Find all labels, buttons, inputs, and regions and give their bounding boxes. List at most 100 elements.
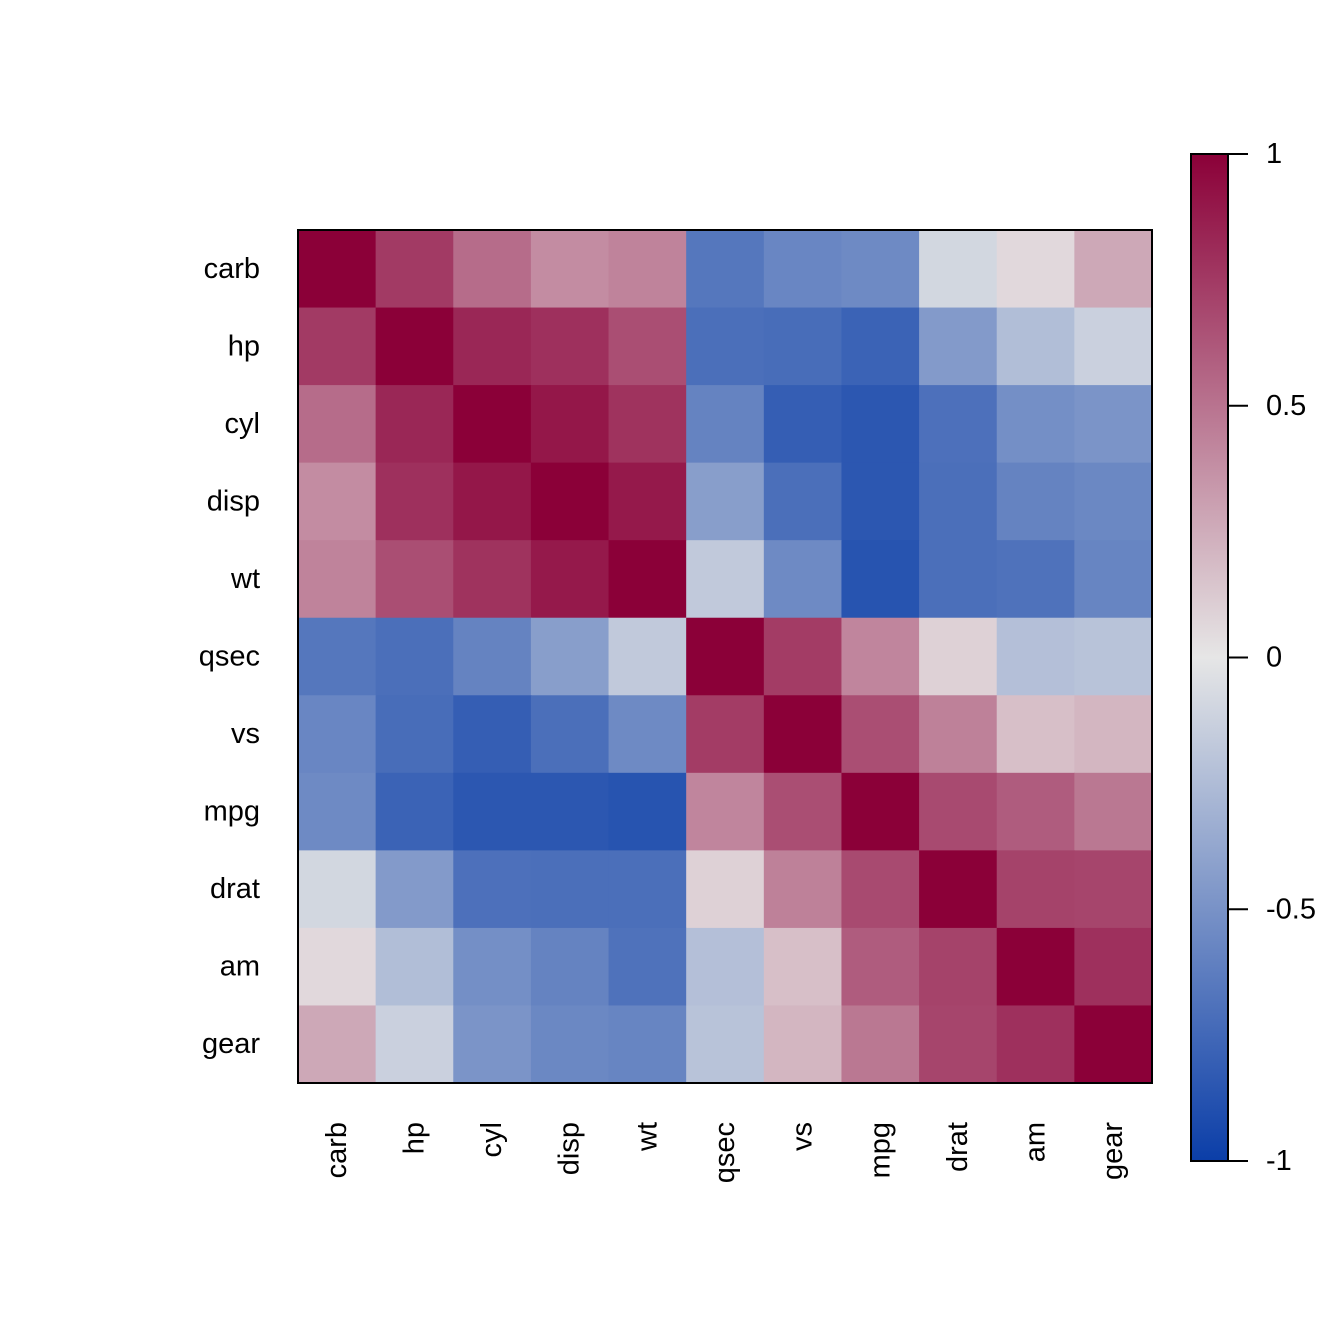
colorbar-tick-label: 0.5 — [1266, 390, 1306, 422]
x-tick-label-hp: hp — [398, 1122, 430, 1154]
heatmap-cell-vs-qsec — [686, 695, 765, 774]
heatmap-cell-drat-drat — [919, 850, 998, 929]
heatmap-cell-drat-mpg — [841, 850, 920, 929]
heatmap-cell-vs-wt — [608, 695, 687, 774]
heatmap-cell-cyl-cyl — [453, 385, 532, 464]
heatmap-cell-vs-hp — [375, 695, 454, 774]
heatmap-cell-vs-carb — [298, 695, 377, 774]
heatmap-cell-carb-hp — [375, 230, 454, 309]
colorbar: 1 0.5 0 -0.5 -1 — [1190, 138, 1316, 1177]
colorbar-tick-label: -0.5 — [1266, 893, 1316, 925]
heatmap-cell-qsec-am — [996, 617, 1075, 696]
x-tick-labels: carb hp cyl disp wt qsec vs mpg drat am gear — [321, 1122, 1129, 1184]
heatmap-cell-qsec-disp — [530, 617, 610, 696]
heatmap-cell-hp-cyl — [453, 307, 532, 386]
heatmap-cells — [298, 230, 1153, 1084]
heatmap-cell-vs-drat — [919, 695, 998, 774]
heatmap-cell-mpg-vs — [763, 772, 843, 851]
heatmap-cell-wt-cyl — [453, 540, 532, 619]
x-tick-label-vs: vs — [787, 1122, 819, 1151]
heatmap-cell-carb-qsec — [686, 230, 765, 309]
heatmap-cell-am-carb — [298, 927, 377, 1007]
y-tick-label-hp: hp — [228, 330, 260, 362]
heatmap-cell-mpg-gear — [1074, 772, 1153, 851]
heatmap-cell-disp-carb — [298, 462, 377, 541]
heatmap-cell-hp-carb — [298, 307, 377, 386]
x-tick-label-qsec: qsec — [709, 1122, 741, 1183]
y-tick-label-vs: vs — [231, 718, 260, 750]
heatmap-cell-am-gear — [1074, 927, 1153, 1007]
heatmap-cell-wt-drat — [919, 540, 998, 619]
heatmap-frame — [297, 229, 1153, 1084]
heatmap-cell-drat-carb — [298, 850, 377, 929]
heatmap-cell-disp-gear — [1074, 462, 1153, 541]
y-tick-label-mpg: mpg — [204, 796, 260, 828]
heatmap-cell-am-cyl — [453, 927, 532, 1007]
heatmap-cell-cyl-carb — [298, 385, 377, 464]
heatmap-cell-hp-gear — [1074, 307, 1153, 386]
heatmap-cell-hp-drat — [919, 307, 998, 386]
colorbar-tick-label: 1 — [1266, 138, 1282, 170]
x-tick-label-wt: wt — [631, 1122, 663, 1152]
heatmap-cell-wt-disp — [530, 540, 610, 619]
heatmap-cell-gear-hp — [375, 1005, 454, 1084]
heatmap-cell-am-am — [996, 927, 1075, 1007]
heatmap-cell-gear-disp — [530, 1005, 610, 1084]
heatmap-cell-drat-qsec — [686, 850, 765, 929]
heatmap-cell-am-qsec — [686, 927, 765, 1007]
heatmap-cell-wt-qsec — [686, 540, 765, 619]
heatmap-cell-am-drat — [919, 927, 998, 1007]
heatmap-cell-qsec-vs — [763, 617, 843, 696]
heatmap-cell-gear-gear — [1074, 1005, 1153, 1084]
y-tick-label-am: am — [220, 951, 260, 983]
heatmap-cell-cyl-disp — [530, 385, 610, 464]
heatmap-cell-hp-am — [996, 307, 1075, 386]
heatmap-cell-carb-wt — [608, 230, 687, 309]
heatmap-cell-qsec-gear — [1074, 617, 1153, 696]
y-tick-label-cyl: cyl — [225, 408, 260, 440]
colorbar-ticks: 1 0.5 0 -0.5 -1 — [1228, 138, 1316, 1177]
heatmap-cell-vs-disp — [530, 695, 610, 774]
heatmap-cell-mpg-disp — [530, 772, 610, 851]
heatmap-cell-carb-mpg — [841, 230, 920, 309]
x-tick-label-gear: gear — [1097, 1122, 1129, 1180]
heatmap-cell-vs-gear — [1074, 695, 1153, 774]
y-tick-label-qsec: qsec — [199, 641, 260, 673]
heatmap-cell-mpg-mpg — [841, 772, 920, 851]
heatmap-cell-cyl-am — [996, 385, 1075, 464]
heatmap-cell-wt-carb — [298, 540, 377, 619]
y-tick-label-gear: gear — [202, 1028, 260, 1060]
heatmap-cell-wt-mpg — [841, 540, 920, 619]
heatmap-cell-hp-wt — [608, 307, 687, 386]
heatmap-cell-wt-wt — [608, 540, 687, 619]
heatmap-cell-drat-cyl — [453, 850, 532, 929]
x-tick-label-cyl: cyl — [476, 1122, 508, 1157]
heatmap-cell-drat-gear — [1074, 850, 1153, 929]
heatmap-cell-gear-cyl — [453, 1005, 532, 1084]
heatmap-cell-disp-drat — [919, 462, 998, 541]
heatmap-cell-vs-am — [996, 695, 1075, 774]
heatmap-cell-vs-vs — [763, 695, 843, 774]
heatmap-cell-mpg-carb — [298, 772, 377, 851]
heatmap-cell-cyl-gear — [1074, 385, 1153, 464]
heatmap-cell-carb-gear — [1074, 230, 1153, 309]
heatmap-cell-am-disp — [530, 927, 610, 1007]
heatmap-cell-drat-vs — [763, 850, 843, 929]
heatmap-cell-hp-disp — [530, 307, 610, 386]
heatmap-cell-gear-vs — [763, 1005, 843, 1084]
heatmap-cell-mpg-cyl — [453, 772, 532, 851]
heatmap-cell-disp-wt — [608, 462, 687, 541]
heatmap-cell-am-hp — [375, 927, 454, 1007]
heatmap-cell-disp-am — [996, 462, 1075, 541]
heatmap-cell-mpg-wt — [608, 772, 687, 851]
heatmap-cell-qsec-wt — [608, 617, 687, 696]
heatmap-cell-wt-vs — [763, 540, 843, 619]
heatmap-cell-disp-hp — [375, 462, 454, 541]
heatmap-cell-drat-disp — [530, 850, 610, 929]
heatmap-cell-disp-qsec — [686, 462, 765, 541]
heatmap-cell-cyl-mpg — [841, 385, 920, 464]
heatmap-cell-am-wt — [608, 927, 687, 1007]
heatmap-cell-mpg-am — [996, 772, 1075, 851]
heatmap-cell-hp-vs — [763, 307, 843, 386]
x-tick-label-am: am — [1020, 1122, 1052, 1162]
